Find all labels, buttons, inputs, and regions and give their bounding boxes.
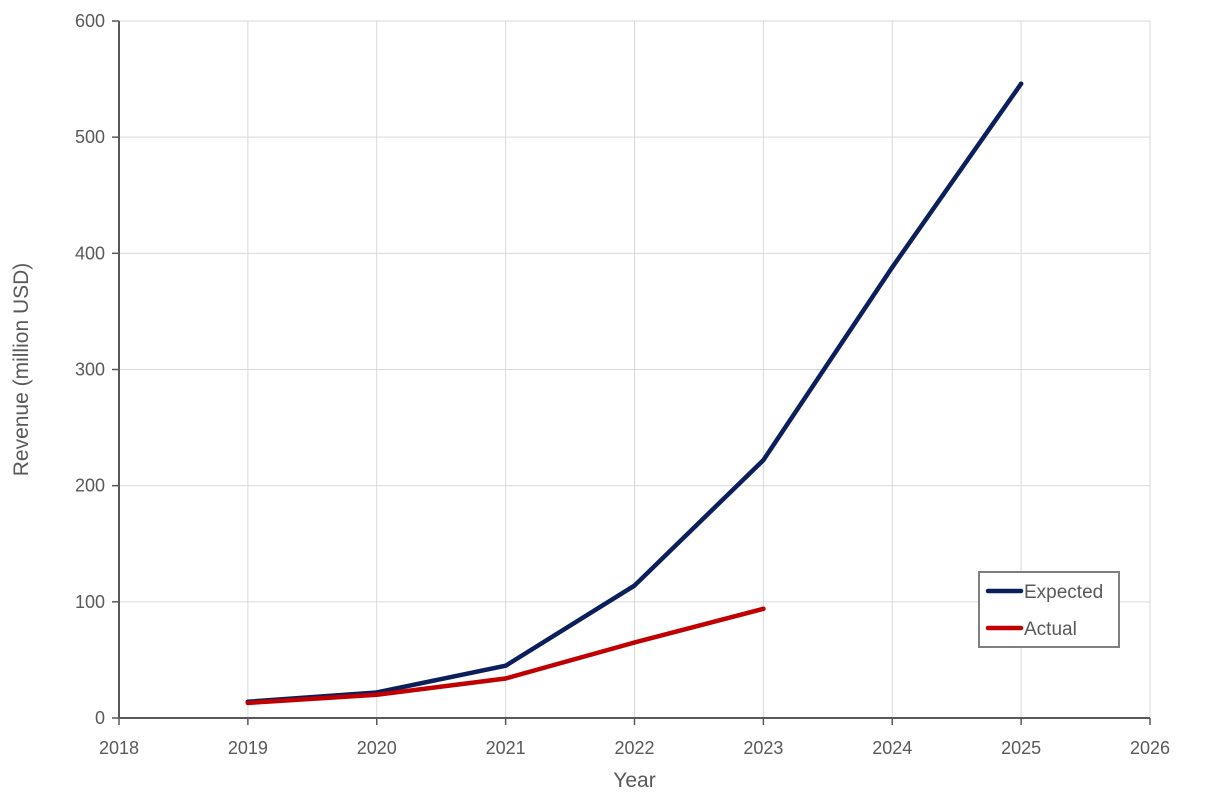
data-point-expected: [632, 583, 637, 588]
x-tick-label: 2025: [1001, 738, 1041, 758]
legend-label-actual: Actual: [1024, 619, 1077, 640]
y-tick-label: 100: [75, 592, 105, 612]
y-tick-label: 400: [75, 243, 105, 263]
series-lines: [245, 81, 1024, 706]
data-point-actual: [761, 606, 766, 612]
data-point-expected: [1018, 81, 1024, 86]
data-point-actual: [632, 640, 637, 645]
legend-box: [978, 571, 1120, 648]
x-tick-label: 2024: [872, 738, 912, 758]
y-tick-label: 500: [75, 127, 105, 147]
y-tick-label: 0: [95, 708, 105, 728]
data-point-actual: [245, 700, 251, 706]
x-tick-label: 2018: [99, 738, 139, 758]
y-tick-label: 200: [75, 476, 105, 496]
data-point-expected: [761, 457, 766, 463]
axes: 0 100 200 300 400 500 600 2018 2019 2020 2021 2022 2…: [75, 11, 1170, 758]
data-point-expected: [890, 265, 895, 270]
x-tick-label: 2020: [357, 738, 397, 758]
data-point-actual: [374, 692, 379, 697]
data-point-expected: [503, 663, 508, 668]
data-point-actual: [503, 676, 508, 681]
x-tick-label: 2026: [1130, 738, 1170, 758]
y-tick-label: 300: [75, 360, 105, 380]
x-tick-label: 2019: [228, 738, 268, 758]
x-tick-label: 2022: [614, 738, 654, 758]
x-axis-title: Year: [613, 769, 655, 792]
x-tick-label: 2023: [743, 738, 783, 758]
x-tick-label: 2021: [486, 738, 526, 758]
y-tick-label: 600: [75, 11, 105, 31]
legend: Expected Actual: [978, 571, 1120, 648]
y-axis-title: Revenue (million USD): [10, 263, 33, 477]
legend-label-expected: Expected: [1024, 582, 1103, 603]
